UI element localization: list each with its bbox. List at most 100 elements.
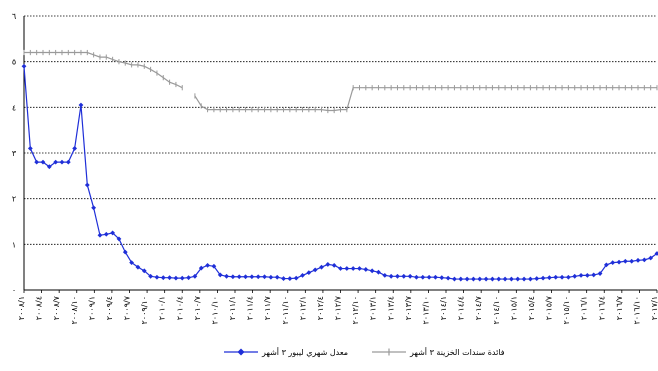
x-tick-label: ٢٠١٤/١ bbox=[439, 296, 448, 320]
data-point bbox=[122, 249, 128, 255]
data-point bbox=[236, 274, 242, 280]
y-tick-label: ٠ bbox=[12, 286, 16, 295]
data-point bbox=[559, 274, 565, 280]
series-line bbox=[23, 66, 658, 280]
data-point bbox=[40, 159, 46, 165]
x-tick-label: ٢٠١١/٤ bbox=[246, 296, 255, 320]
data-point bbox=[129, 260, 135, 265]
data-point bbox=[198, 265, 204, 271]
x-tick-label: ٢٠٠٩/٧ bbox=[123, 295, 132, 320]
data-point bbox=[597, 271, 603, 276]
data-point bbox=[281, 276, 286, 281]
data-point bbox=[553, 274, 559, 280]
data-point bbox=[528, 276, 533, 282]
data-point bbox=[72, 146, 78, 151]
x-tick-label: ٢٠١٦/١٠ bbox=[632, 296, 641, 324]
series-layer bbox=[21, 49, 658, 282]
y-tick-label: ٦ bbox=[12, 12, 16, 21]
data-point bbox=[160, 275, 166, 281]
x-tick-label: ٢٠٠٩/١٠ bbox=[140, 296, 149, 324]
legend-swatch-libor bbox=[224, 348, 258, 356]
x-tick-label: ٢٠١٣/٧ bbox=[404, 295, 413, 320]
legend-label-tbill: فائدة سندات الخزينة ٣ أشهر bbox=[410, 347, 505, 357]
x-tick-label: ٢٠١٠/٤ bbox=[175, 296, 184, 320]
data-point bbox=[78, 102, 84, 108]
x-tick-label: ٢٠١٣/١٠ bbox=[421, 296, 430, 324]
data-point bbox=[325, 262, 331, 267]
legend-label-libor: معدل شهري ليبور ٣ أشهر bbox=[262, 347, 348, 357]
data-point bbox=[616, 259, 622, 265]
data-point bbox=[91, 205, 97, 211]
data-point bbox=[274, 274, 280, 280]
gridlines bbox=[24, 15, 657, 245]
x-tick-label: ٢٠١٥/١ bbox=[509, 296, 518, 320]
data-point bbox=[59, 159, 65, 165]
x-tick-label: ٢٠١٤/٤ bbox=[457, 296, 466, 320]
data-point bbox=[401, 273, 407, 279]
data-point bbox=[154, 274, 160, 280]
data-point bbox=[629, 258, 635, 264]
x-tick-label: ٢٠٠٨/١٠ bbox=[70, 296, 79, 324]
data-point bbox=[477, 276, 483, 282]
data-point bbox=[426, 274, 432, 280]
data-point bbox=[287, 276, 293, 281]
data-point bbox=[654, 251, 658, 256]
data-point bbox=[648, 255, 654, 261]
x-tick-label: ٢٠١٦/١ bbox=[580, 296, 589, 320]
x-tick-label: ٢٠١٣/٤ bbox=[386, 296, 395, 320]
x-tick-label: ٢٠١٦/٤ bbox=[597, 296, 606, 320]
data-point bbox=[603, 262, 609, 268]
x-tick-label: ٢٠٠٨/٤ bbox=[35, 296, 44, 320]
data-point bbox=[205, 262, 210, 268]
x-tick-label: ٢٠١٢/١٠ bbox=[351, 296, 360, 324]
data-point bbox=[97, 232, 103, 238]
data-point bbox=[27, 146, 33, 151]
x-tick-label: ٢٠١٠/١٠ bbox=[210, 296, 219, 324]
data-point bbox=[331, 262, 337, 268]
data-point bbox=[173, 275, 179, 281]
data-point bbox=[293, 275, 299, 281]
x-tick-label: ٢٠١١/١ bbox=[228, 296, 237, 320]
data-point bbox=[21, 63, 27, 69]
data-point bbox=[515, 276, 521, 282]
data-point bbox=[490, 276, 495, 282]
y-tick-label: ٥ bbox=[12, 58, 16, 67]
data-point bbox=[103, 231, 109, 237]
data-point bbox=[255, 274, 261, 280]
data-point bbox=[116, 236, 122, 242]
x-tick-label: ٢٠١٠/١ bbox=[158, 296, 167, 320]
x-tick-labels: ٢٠٠٨/١ ٢٠٠٨/٤ ٢٠٠٨/٧ ٢٠٠٨/١٠ ٢٠٠٩/١ ٢٠٠٩/٤ ٢٠٠… bbox=[17, 295, 658, 324]
data-point bbox=[230, 274, 236, 280]
data-point bbox=[610, 260, 616, 265]
axes bbox=[23, 16, 658, 293]
data-point bbox=[312, 267, 318, 273]
x-tick-label: ٢٠٠٩/٤ bbox=[105, 296, 114, 320]
x-tick-label: ٢٠٠٨/٧ bbox=[52, 295, 61, 320]
data-point bbox=[186, 275, 191, 281]
data-point bbox=[262, 274, 267, 280]
data-point bbox=[445, 275, 451, 281]
data-point bbox=[534, 276, 540, 281]
data-point bbox=[46, 164, 52, 170]
x-tick-label: ٢٠١٥/٤ bbox=[527, 296, 536, 320]
x-tick-label: ٢٠١٣/١ bbox=[369, 296, 378, 320]
data-point bbox=[452, 276, 457, 282]
data-point bbox=[363, 267, 369, 272]
data-point bbox=[420, 274, 426, 280]
data-point bbox=[306, 270, 312, 276]
data-point bbox=[344, 266, 350, 271]
data-point bbox=[357, 266, 362, 271]
data-point bbox=[110, 230, 116, 236]
series-line bbox=[24, 51, 657, 112]
data-point bbox=[382, 272, 388, 278]
data-point bbox=[338, 266, 343, 271]
data-point bbox=[268, 274, 274, 280]
data-point bbox=[433, 274, 438, 280]
data-point bbox=[376, 269, 381, 275]
data-point bbox=[192, 273, 198, 279]
x-tick-label: ٢٠١١/١٠ bbox=[281, 296, 290, 324]
data-point bbox=[502, 276, 508, 282]
data-point bbox=[243, 274, 248, 280]
x-tick-label: ٢٠١٢/١ bbox=[298, 296, 307, 320]
data-point bbox=[572, 273, 578, 279]
